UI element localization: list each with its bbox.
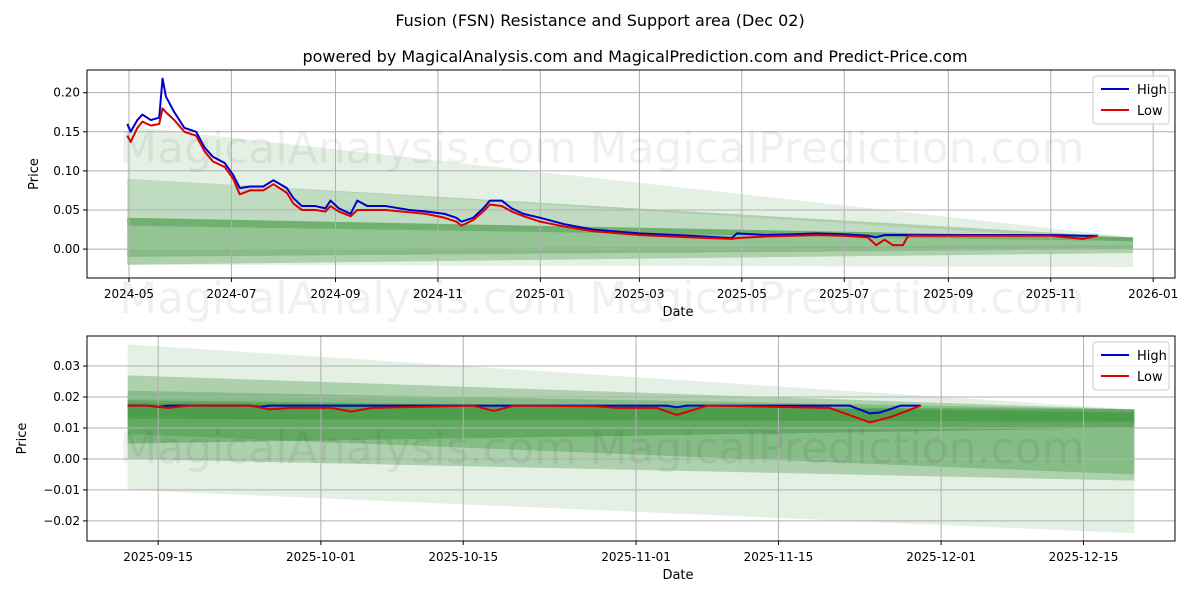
y-tick-label: 0.10 xyxy=(53,164,80,178)
watermark-text: MagicalPrediction.com xyxy=(590,423,1085,474)
y-axis-label: Price xyxy=(15,423,30,455)
plot-bottom: 2025-09-15 2025-10-01 2025-10-15 2025-11-01… xyxy=(15,335,1176,583)
x-axis-label: Date xyxy=(662,305,693,320)
watermark-text: MagicalPrediction.com xyxy=(590,273,1085,324)
x-axis-label: Date xyxy=(662,568,693,583)
legend-label-high: High xyxy=(1137,83,1167,98)
x-tick-label: 2026-01 xyxy=(1128,287,1178,301)
y-tick-label: 0.20 xyxy=(53,86,80,100)
x-tick-label: 2025-05 xyxy=(717,287,767,301)
x-tick-label: 2025-10-01 xyxy=(286,550,356,564)
x-tick-label: 2024-11 xyxy=(413,287,463,301)
x-tick-label: 2025-11-01 xyxy=(601,550,671,564)
series-line-low xyxy=(126,107,1098,247)
x-tick-label: 2025-07 xyxy=(819,287,869,301)
y-tick-label: −0.01 xyxy=(43,483,80,497)
y-tick-label: 0.05 xyxy=(53,203,80,217)
x-tick-label: 2025-09 xyxy=(923,287,973,301)
legend: High Low xyxy=(1092,341,1170,391)
watermark-text: MagicalAnalysis.com xyxy=(119,273,577,324)
axes-frame xyxy=(86,69,1176,279)
x-tick-label: 2024-07 xyxy=(206,287,256,301)
x-tick-label: 2025-11 xyxy=(1026,287,1076,301)
y-tick-label: 0.15 xyxy=(53,125,80,139)
legend-label-low: Low xyxy=(1137,370,1163,385)
legend-label-high: High xyxy=(1137,349,1167,364)
legend: High Low xyxy=(1092,75,1170,125)
y-tick-label: 0.03 xyxy=(53,359,80,373)
support-resistance-band xyxy=(127,126,1134,242)
chart-title: Fusion (FSN) Resistance and Support area… xyxy=(395,11,804,30)
watermark-text: MagicalAnalysis.com xyxy=(119,123,577,174)
y-tick-label: 0.00 xyxy=(53,242,80,256)
x-tick-label: 2025-03 xyxy=(614,287,664,301)
x-tick-label: 2025-12-01 xyxy=(906,550,976,564)
x-tick-label: 2025-11-15 xyxy=(744,550,814,564)
y-tick-label: 0.00 xyxy=(53,452,80,466)
y-tick-label: −0.02 xyxy=(43,514,80,528)
y-axis-label: Price xyxy=(27,158,42,190)
x-tick-label: 2025-01 xyxy=(515,287,565,301)
watermark-text: MagicalAnalysis.com xyxy=(119,423,577,474)
x-tick-label: 2024-09 xyxy=(310,287,360,301)
axes-frame xyxy=(86,335,1176,542)
watermark-text: MagicalPrediction.com xyxy=(590,123,1085,174)
y-tick-label: 0.01 xyxy=(53,421,80,435)
plot-top: 2024-05 2024-07 2024-09 2024-11 2025-01 2025-… xyxy=(27,69,1178,324)
x-tick-label: 2025-09-15 xyxy=(123,550,193,564)
support-resistance-band xyxy=(127,178,1134,265)
support-resistance-band xyxy=(127,217,1134,257)
chart-subtitle: powered by MagicalAnalysis.com and Magic… xyxy=(302,47,967,66)
series-line-low xyxy=(127,404,922,424)
legend-label-low: Low xyxy=(1137,104,1163,119)
series-line-high xyxy=(126,77,1098,240)
support-resistance-band xyxy=(127,344,1135,534)
support-resistance-band xyxy=(127,245,1134,268)
y-tick-label: 0.02 xyxy=(53,390,80,404)
x-tick-label: 2025-12-15 xyxy=(1049,550,1119,564)
x-tick-label: 2024-05 xyxy=(104,287,154,301)
x-tick-label: 2025-10-15 xyxy=(428,550,498,564)
